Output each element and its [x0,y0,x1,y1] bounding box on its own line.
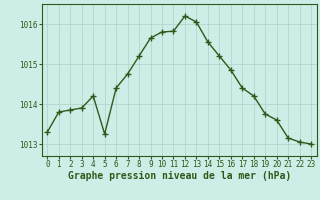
X-axis label: Graphe pression niveau de la mer (hPa): Graphe pression niveau de la mer (hPa) [68,171,291,181]
